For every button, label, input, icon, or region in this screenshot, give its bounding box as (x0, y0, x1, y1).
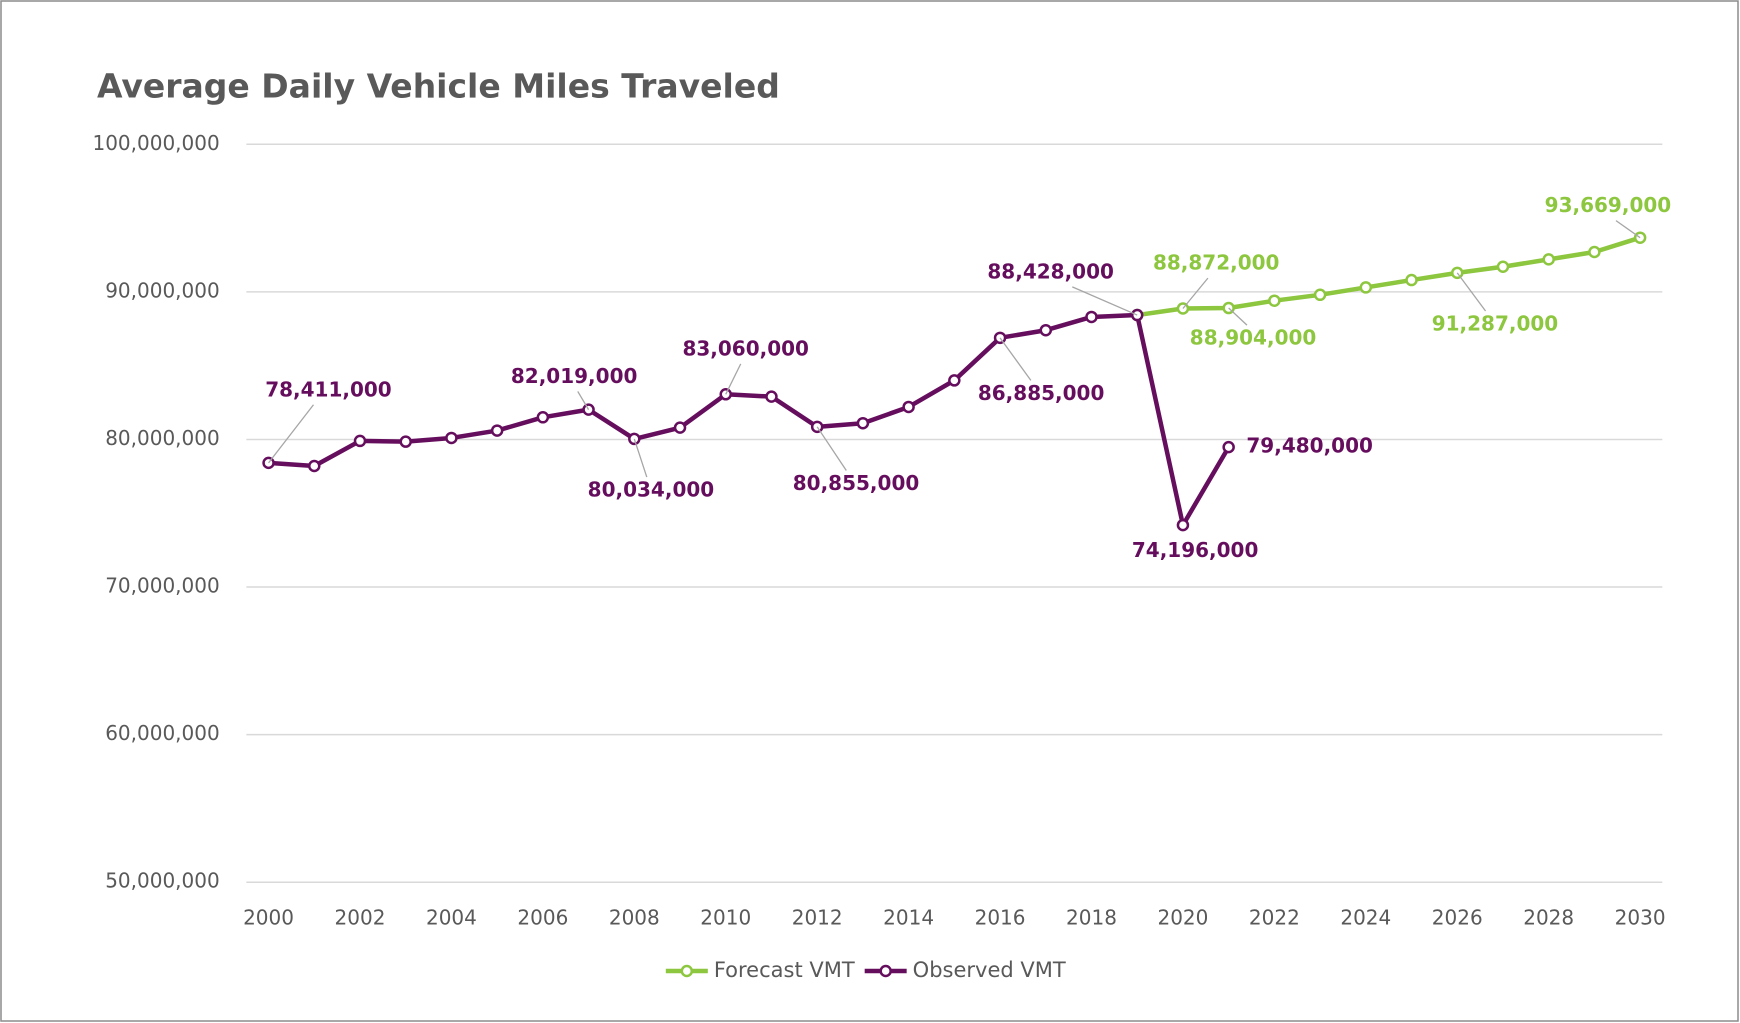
data-label: 80,034,000 (588, 478, 715, 502)
x-tick-label: 2014 (883, 905, 934, 929)
data-label: 88,872,000 (1153, 251, 1280, 275)
x-tick-label: 2012 (792, 905, 843, 929)
legend-marker (879, 964, 892, 978)
data-point (490, 424, 504, 437)
x-tick-label: 2006 (517, 905, 568, 929)
data-label: 78,411,000 (265, 377, 392, 401)
data-label: 74,196,000 (1132, 538, 1259, 562)
x-tick-label: 2026 (1432, 905, 1483, 929)
y-tick-label: 60,000,000 (105, 721, 220, 745)
x-tick-label: 2000 (243, 905, 294, 929)
data-point (445, 431, 458, 445)
data-point (1405, 273, 1418, 287)
data-point (353, 434, 367, 448)
leader-line (1182, 277, 1209, 309)
chart-title: Average Daily Vehicle Miles Traveled (97, 67, 780, 106)
data-label: 79,480,000 (1246, 434, 1373, 458)
x-tick-label: 2022 (1249, 905, 1300, 929)
leader-line (816, 426, 847, 471)
x-tick-label: 2016 (975, 905, 1026, 929)
data-point (536, 411, 550, 424)
data-label: 88,428,000 (987, 259, 1114, 283)
x-tick-label: 2010 (700, 905, 751, 929)
data-point (1496, 260, 1510, 274)
data-point (1222, 440, 1235, 454)
data-point (1359, 281, 1373, 294)
leader-line (577, 391, 590, 410)
data-point (399, 435, 412, 448)
x-tick-label: 2030 (1615, 905, 1666, 929)
data-point (308, 459, 321, 473)
leader-line (633, 438, 648, 478)
data-point (1542, 253, 1555, 266)
y-tick-label: 50,000,000 (105, 869, 220, 893)
leader-line (1072, 286, 1138, 316)
series-line (1136, 235, 1641, 318)
series-1: 78,411,000 82,019,000 80,034,000 83,060,000… (262, 259, 1373, 562)
leader-line (1228, 307, 1248, 326)
series-line (268, 312, 1231, 528)
y-tick-label: 70,000,000 (105, 574, 220, 598)
data-point (948, 374, 961, 387)
x-tick-label: 2024 (1340, 905, 1391, 929)
data-point (1085, 310, 1098, 324)
leader-line (1456, 272, 1487, 312)
data-label: 91,287,000 (1432, 312, 1559, 336)
x-tick-label: 2020 (1157, 905, 1208, 929)
data-point (1588, 245, 1601, 259)
x-tick-label: 2002 (335, 905, 386, 929)
data-point (856, 416, 870, 430)
x-tick-label: 2028 (1523, 905, 1574, 929)
leader-line (1615, 220, 1641, 239)
data-label: 93,669,000 (1545, 193, 1672, 217)
y-tick-label: 90,000,000 (105, 278, 220, 302)
y-tick-label: 100,000,000 (92, 131, 219, 155)
leader-line (999, 337, 1032, 381)
legend-marker (680, 964, 694, 978)
data-label: 80,855,000 (793, 471, 920, 495)
data-point (1313, 288, 1327, 302)
series-0: 88,872,000 88,904,000 91,287,000 93,669,000 (1130, 193, 1672, 350)
data-point (765, 390, 778, 403)
x-tick-label: 2008 (609, 905, 660, 929)
data-label: 86,885,000 (978, 381, 1105, 405)
data-point (1268, 294, 1281, 307)
y-tick-label: 80,000,000 (105, 426, 220, 450)
data-point (673, 421, 687, 434)
leader-line (725, 363, 742, 395)
data-point (1176, 518, 1190, 532)
legend-label: Forecast VMT (714, 958, 855, 982)
x-tick-label: 2004 (426, 905, 477, 929)
x-tick-label: 2018 (1066, 905, 1117, 929)
data-label: 83,060,000 (682, 336, 809, 360)
legend-label: Observed VMT (913, 958, 1066, 982)
data-point (902, 400, 915, 414)
leader-line (268, 404, 315, 464)
data-label: 82,019,000 (511, 364, 638, 388)
data-label: 88,904,000 (1190, 326, 1317, 350)
data-point (1039, 323, 1053, 337)
